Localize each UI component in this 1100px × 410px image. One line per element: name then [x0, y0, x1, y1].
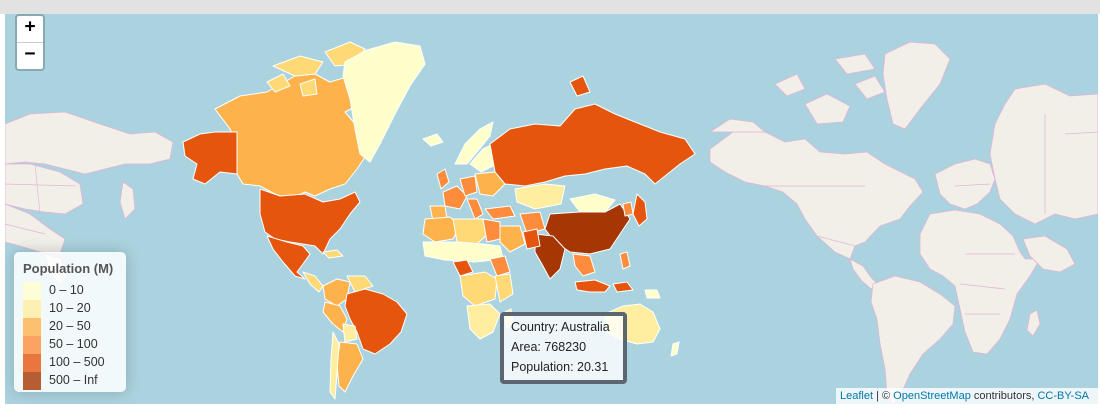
- basemap-north-america: [709, 131, 924, 260]
- top-bar: [0, 0, 1100, 14]
- country-chile: [329, 331, 340, 400]
- map-svg: [5, 41, 1098, 404]
- country-bolivia: [342, 323, 358, 343]
- country-cuba: [322, 249, 344, 259]
- country-argentina: [336, 341, 364, 393]
- legend-title: Population (M): [23, 261, 114, 276]
- country-france: [442, 185, 468, 210]
- attribution: Leaflet | © OpenStreetMap contributors, …: [836, 388, 1098, 404]
- country-tooltip: Country: Australia Area: 768230 Populati…: [500, 312, 627, 384]
- legend-label: 20 – 50: [49, 319, 91, 333]
- country-philippines: [619, 251, 631, 270]
- basemap-russia-west: [5, 111, 174, 175]
- country-central-africa: [459, 271, 498, 307]
- country-southern-africa: [466, 303, 501, 340]
- legend-swatch: [23, 318, 41, 336]
- country-east-europe: [474, 171, 506, 197]
- country-central-america: [302, 271, 324, 293]
- country-norway: [454, 121, 494, 165]
- basemap-arabia: [1022, 235, 1076, 273]
- legend-label: 100 – 500: [49, 355, 105, 369]
- country-india: [534, 233, 566, 280]
- country-mongolia: [569, 193, 616, 213]
- tooltip-area: Area: 768230: [511, 340, 587, 354]
- country-russia: [489, 103, 696, 187]
- basemap-borders-west: [5, 163, 76, 235]
- basemap-asia-west: [989, 83, 1098, 225]
- country-thailand-vietnam: [572, 253, 596, 277]
- map-canvas[interactable]: [5, 14, 1098, 404]
- country-egypt: [482, 218, 501, 243]
- country-russia-islands: [569, 75, 591, 97]
- leaflet-link[interactable]: Leaflet: [840, 390, 874, 402]
- country-korea: [622, 201, 634, 217]
- country-uk: [436, 168, 450, 190]
- basemap-greenland: [882, 41, 951, 130]
- country-ethiopia: [489, 255, 511, 277]
- legend-label: 0 – 10: [49, 283, 84, 297]
- country-germany: [459, 175, 478, 197]
- legend-swatch: [23, 300, 41, 318]
- basemap-borders-east: [765, 114, 1098, 315]
- country-brazil: [344, 288, 408, 355]
- choropleth-layer[interactable]: [182, 41, 696, 400]
- country-canada: [214, 73, 371, 200]
- legend-swatch: [23, 336, 41, 354]
- country-turkey: [484, 205, 516, 220]
- legend-label: 500 – Inf: [49, 373, 98, 387]
- legend-swatch: [23, 372, 41, 390]
- basemap-arctic-islands: [774, 53, 886, 125]
- country-kazakhstan: [514, 183, 566, 210]
- country-mexico: [266, 235, 311, 280]
- osm-link[interactable]: OpenStreetMap: [893, 390, 971, 402]
- country-peru: [322, 301, 348, 333]
- country-venezuela: [346, 275, 374, 293]
- legend-swatch: [23, 282, 41, 300]
- country-png: [644, 289, 661, 299]
- country-east-africa: [494, 273, 514, 303]
- legend: Population (M) 0 – 10 10 – 20 20 – 50 50…: [14, 252, 126, 392]
- basemap-japan-w: [119, 181, 136, 220]
- zoom-out-button[interactable]: −: [24, 43, 36, 64]
- country-indonesia: [574, 279, 634, 293]
- license-link[interactable]: CC-BY-SA: [1037, 390, 1090, 402]
- tooltip-country: Country: Australia: [511, 320, 610, 334]
- country-pakistan: [522, 228, 541, 250]
- country-new-zealand: [670, 341, 680, 357]
- country-greenland: [342, 41, 426, 163]
- legend-swatch: [23, 354, 41, 372]
- attribution-separator: | ©: [873, 390, 894, 402]
- country-iceland: [422, 133, 444, 147]
- basemap-south-america: [870, 275, 956, 404]
- country-north-africa-west: [422, 216, 461, 243]
- attribution-contributors: contributors,: [970, 390, 1038, 402]
- country-saudi: [499, 225, 526, 253]
- legend-label: 50 – 100: [49, 337, 98, 351]
- legend-label: 10 – 20: [49, 301, 91, 315]
- zoom-control: + −: [15, 14, 45, 71]
- country-japan: [632, 193, 648, 227]
- tooltip-population: Population: 20.31: [511, 360, 609, 374]
- basemap-asia-central: [5, 163, 84, 215]
- basemap-madagascar: [1026, 309, 1041, 337]
- basemap-east: [709, 41, 1098, 404]
- basemap-europe: [934, 158, 996, 210]
- basemap-asia-northeast: [709, 118, 766, 133]
- country-nigeria: [452, 259, 474, 277]
- zoom-in-button[interactable]: +: [17, 16, 43, 43]
- country-italy: [466, 198, 484, 220]
- country-algeria-libya: [452, 218, 491, 245]
- basemap-africa: [919, 209, 1041, 355]
- country-usa-alaska: [182, 131, 238, 185]
